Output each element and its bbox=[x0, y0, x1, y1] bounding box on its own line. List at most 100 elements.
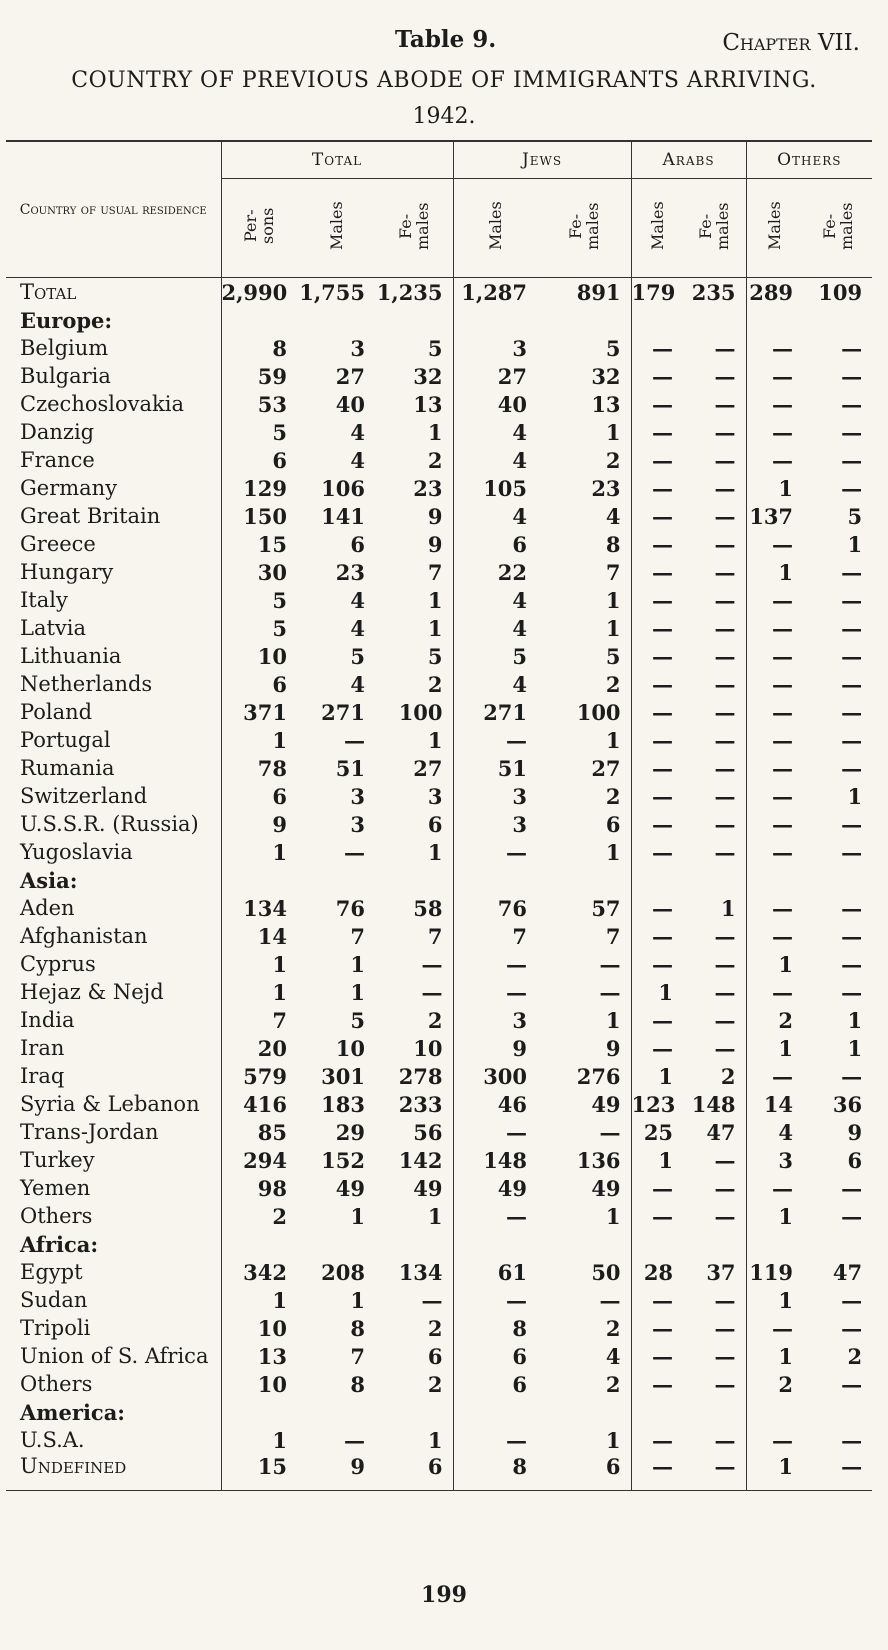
cell: — bbox=[714, 1147, 736, 1173]
cell: 32 bbox=[591, 363, 621, 389]
cell: — bbox=[714, 839, 736, 865]
row-label: Rumania bbox=[20, 756, 115, 780]
cell: 1 bbox=[220, 726, 297, 754]
cell: 1,235 bbox=[376, 279, 443, 305]
cell: — bbox=[841, 643, 863, 669]
cell bbox=[537, 306, 631, 334]
column-label: Per- sons bbox=[241, 207, 278, 244]
cell: 6 bbox=[452, 1370, 538, 1398]
cell: 1 bbox=[745, 474, 804, 502]
cell: — bbox=[841, 951, 863, 977]
table-row: Rumania 78 51 27 51 27 — — — — bbox=[6, 754, 872, 782]
cell: 2 bbox=[427, 1371, 443, 1397]
cell: 50 bbox=[591, 1259, 621, 1285]
row-label: Great Britain bbox=[20, 504, 161, 528]
cell: — bbox=[745, 1314, 804, 1342]
cell: 4 bbox=[452, 418, 538, 446]
cell: 142 bbox=[398, 1147, 443, 1173]
cell bbox=[375, 306, 453, 334]
cell: 1 bbox=[427, 1203, 443, 1229]
cell: 289 bbox=[745, 277, 804, 306]
table-row: Italy 5 4 1 4 1— — — — bbox=[6, 586, 872, 614]
table-row: Total 2,990 1,755 1,235 1,287 891 179 235 289 109 bbox=[6, 277, 872, 306]
cell: 1 bbox=[427, 615, 443, 641]
cell: 40 bbox=[452, 390, 538, 418]
cell: 8 bbox=[220, 334, 297, 362]
cell: 4 bbox=[605, 1343, 621, 1369]
cell: — bbox=[714, 1371, 736, 1397]
cell: 13 bbox=[220, 1342, 297, 1370]
cell: — bbox=[745, 1062, 804, 1090]
cell: — bbox=[630, 810, 684, 838]
cell: 7 bbox=[427, 923, 443, 949]
cell: — bbox=[452, 1118, 538, 1146]
cell: 85 bbox=[220, 1118, 297, 1146]
cell: 5 bbox=[452, 642, 538, 670]
table-row: Latvia 5 4 1 4 1— — — — bbox=[6, 614, 872, 642]
table-row: Lithuania 10 5 5 5 5— — — — bbox=[6, 642, 872, 670]
cell: — bbox=[841, 727, 863, 753]
table-row: Poland 371 271 100 271 100 — — — — bbox=[6, 698, 872, 726]
cell: — bbox=[745, 894, 804, 922]
cell: 6 bbox=[375, 1454, 454, 1491]
row-label: Hejaz & Nejd bbox=[20, 980, 164, 1004]
cell: 8 bbox=[452, 1314, 538, 1342]
column-header: Per- sons bbox=[220, 178, 297, 278]
table-row: India 7 5 2 3 1— —2 1 bbox=[6, 1006, 872, 1034]
cell: 1 bbox=[605, 419, 621, 445]
table-row: Cyprus 1 1 — — — — — 1 — bbox=[6, 950, 872, 978]
cell: — bbox=[714, 1175, 736, 1201]
cell: 4 bbox=[350, 447, 365, 473]
cell: — bbox=[630, 1370, 684, 1398]
group-header: Others bbox=[745, 140, 873, 179]
cell bbox=[220, 1398, 297, 1426]
cell: — bbox=[452, 1426, 538, 1454]
cell: 4 bbox=[452, 446, 538, 474]
cell: 40 bbox=[335, 391, 365, 417]
cell: — bbox=[630, 446, 684, 474]
cell: 105 bbox=[452, 474, 538, 502]
cell bbox=[375, 866, 453, 894]
table-row: Union of S. Africa 13 7 6 6 4 — — 1 2 bbox=[6, 1342, 872, 1370]
cell: — bbox=[745, 642, 804, 670]
cell: 56 bbox=[413, 1119, 443, 1145]
cell: 208 bbox=[321, 1259, 365, 1285]
cell: — bbox=[630, 894, 684, 922]
table-row: Others 10 8 2 6 2— —2— bbox=[6, 1370, 872, 1398]
cell: — bbox=[630, 502, 684, 530]
cell: 891 bbox=[576, 279, 621, 305]
cell: 300 bbox=[452, 1062, 538, 1090]
cell: 3 bbox=[452, 1006, 538, 1034]
cell: 27 bbox=[591, 755, 621, 781]
cell: 271 bbox=[321, 699, 365, 725]
cell: 9 bbox=[605, 1035, 621, 1061]
cell: 3 bbox=[350, 811, 365, 837]
cell: — bbox=[630, 698, 684, 726]
cell: — bbox=[630, 1454, 684, 1491]
cell: 1 bbox=[847, 783, 863, 809]
cell: 271 bbox=[452, 698, 538, 726]
cell: 109 bbox=[818, 279, 863, 305]
cell: 1 bbox=[720, 895, 736, 921]
section-heading: Europe: bbox=[20, 307, 113, 333]
cell: — bbox=[745, 838, 804, 866]
table-row: U.S.A. 1 — 1 — 1 — — — — bbox=[6, 1426, 872, 1454]
cell: — bbox=[714, 671, 736, 697]
cell bbox=[537, 866, 631, 894]
cell: 134 bbox=[220, 894, 297, 922]
cell: 47 bbox=[706, 1119, 736, 1145]
cell: — bbox=[630, 418, 684, 446]
cell: 3 bbox=[745, 1146, 804, 1174]
cell: — bbox=[630, 530, 684, 558]
cell: 15 bbox=[220, 530, 297, 558]
cell: — bbox=[630, 558, 684, 586]
cell: — bbox=[630, 474, 684, 502]
cell: — bbox=[714, 1287, 736, 1313]
cell bbox=[803, 1398, 872, 1426]
cell: — bbox=[630, 838, 684, 866]
cell bbox=[220, 1230, 297, 1258]
cell: 1 bbox=[630, 978, 684, 1006]
cell: 106 bbox=[321, 475, 365, 501]
cell: 13 bbox=[591, 391, 621, 417]
cell: 23 bbox=[413, 475, 443, 501]
